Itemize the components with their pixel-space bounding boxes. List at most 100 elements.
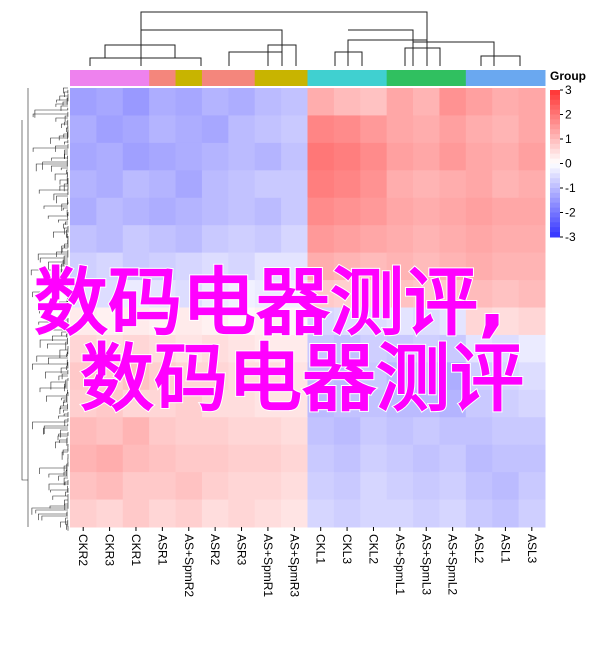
x-labels: CKR2 CKR3 CKR1 ASR1 AS+SpmR2 ASR2 ASR3 AS+SpmR1… xyxy=(76,527,539,597)
colorbar-step xyxy=(550,134,560,140)
heatmap-cell xyxy=(518,142,546,171)
colorbar-step xyxy=(550,163,560,169)
heatmap-cell xyxy=(122,334,150,363)
heatmap-cell xyxy=(518,252,546,281)
heatmap-cell xyxy=(333,88,361,116)
x-tick-label: AS+SpmL3 xyxy=(419,534,433,595)
heatmap-cell xyxy=(333,472,361,501)
heatmap-cell xyxy=(465,417,493,446)
x-tick-label: CKR3 xyxy=(103,534,117,566)
colorbar-tick-label: 3 xyxy=(565,83,572,97)
heatmap-cell xyxy=(518,88,546,116)
heatmap-cell xyxy=(228,472,256,501)
heatmap-cell xyxy=(360,334,388,363)
heatmap-cell xyxy=(413,444,440,473)
heatmap-cell xyxy=(360,252,388,281)
heatmap-cell xyxy=(333,142,361,171)
heatmap-cell xyxy=(149,115,177,144)
heatmap-cell xyxy=(492,225,520,254)
heatmap-cell xyxy=(281,115,308,144)
group-cell xyxy=(518,70,546,86)
heatmap-cell xyxy=(413,307,440,336)
heatmap-cell xyxy=(492,444,520,473)
heatmap-cell xyxy=(96,142,124,171)
colorbar-tick-label: -3 xyxy=(565,230,576,244)
heatmap-cell xyxy=(360,362,388,391)
heatmap-cell xyxy=(201,88,229,116)
heatmap-cell xyxy=(122,142,150,171)
colorbar-tick-label: -1 xyxy=(565,181,576,195)
heatmap-cell xyxy=(201,362,229,391)
group-cell xyxy=(307,70,335,86)
heatmap-cell xyxy=(149,417,177,446)
colorbar-step xyxy=(550,94,560,101)
heatmap-cell xyxy=(465,252,493,281)
heatmap-cell xyxy=(201,197,229,226)
heatmap xyxy=(70,88,546,528)
heatmap-cell xyxy=(413,417,440,446)
heatmap-cell xyxy=(307,334,335,363)
heatmap-cell xyxy=(201,142,229,171)
heatmap-cell xyxy=(307,362,335,391)
x-tick-label: ASR2 xyxy=(208,534,222,566)
heatmap-cell xyxy=(254,225,282,254)
heatmap-cell xyxy=(386,389,414,418)
heatmap-cell xyxy=(70,444,97,473)
colorbar-step xyxy=(550,109,560,115)
heatmap-cell xyxy=(201,417,229,446)
colorbar-tick-label: 2 xyxy=(565,108,572,122)
heatmap-cell xyxy=(518,444,546,473)
heatmap-cell xyxy=(228,362,256,391)
group-cell xyxy=(492,70,520,86)
heatmap-cell xyxy=(254,334,282,363)
heatmap-cell xyxy=(228,252,256,281)
heatmap-cell xyxy=(228,225,256,254)
heatmap-cell xyxy=(70,170,97,199)
heatmap-cell xyxy=(386,88,414,116)
heatmap-cell xyxy=(333,280,361,308)
heatmap-cell xyxy=(518,225,546,254)
heatmap-cell xyxy=(201,115,229,144)
colorbar-step xyxy=(550,183,560,189)
x-tick-label: AS+SpmL1 xyxy=(393,534,407,595)
heatmap-cell xyxy=(96,417,124,446)
heatmap-cell xyxy=(281,307,308,336)
heatmap-cell xyxy=(96,225,124,254)
heatmap-cell xyxy=(439,334,467,363)
heatmap-cell xyxy=(439,115,467,144)
heatmap-cell xyxy=(413,115,440,144)
group-cell xyxy=(70,70,97,86)
colorbar-step xyxy=(550,119,560,125)
heatmap-cell xyxy=(386,115,414,144)
x-tick-label: CKL3 xyxy=(340,534,354,564)
heatmap-cell xyxy=(518,472,546,501)
heatmap-cell xyxy=(254,142,282,171)
heatmap-cell xyxy=(175,362,203,391)
legend-title: Group xyxy=(550,69,586,83)
heatmap-cell xyxy=(360,389,388,418)
heatmap-cell xyxy=(360,142,388,171)
heatmap-cell xyxy=(439,307,467,336)
heatmap-cell xyxy=(122,307,150,336)
heatmap-cell xyxy=(149,280,177,308)
heatmap-cell xyxy=(386,252,414,281)
colorbar-step xyxy=(550,188,560,194)
colorbar-step xyxy=(550,173,560,179)
x-tick-label: ASR3 xyxy=(235,534,249,566)
heatmap-cell xyxy=(70,334,97,363)
group-cell xyxy=(281,70,308,86)
heatmap-cell xyxy=(281,389,308,418)
heatmap-cell xyxy=(122,472,150,501)
heatmap-cell xyxy=(228,280,256,308)
row-dendrogram xyxy=(21,87,69,531)
heatmap-cell xyxy=(518,362,546,391)
heatmap-cell xyxy=(413,499,440,528)
heatmap-cell xyxy=(492,389,520,418)
group-cell xyxy=(439,70,467,86)
heatmap-cell xyxy=(518,197,546,226)
heatmap-cell xyxy=(307,280,335,308)
heatmap-cell xyxy=(360,472,388,501)
heatmap-cell xyxy=(492,170,520,199)
colorbar-step xyxy=(550,207,560,213)
heatmap-cell xyxy=(228,88,256,116)
